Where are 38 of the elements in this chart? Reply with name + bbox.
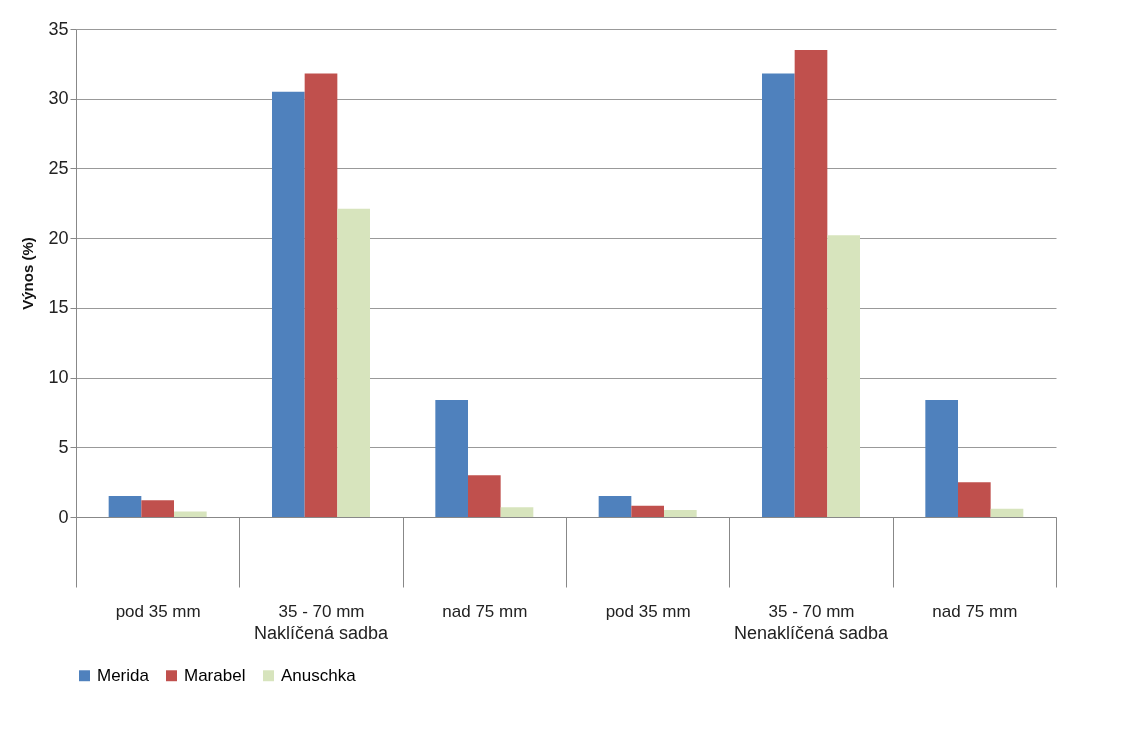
text: Nenaklíčená sadba <box>733 623 890 643</box>
bar <box>337 208 370 517</box>
bar <box>762 73 795 517</box>
y-tick-label: 35 <box>48 18 69 39</box>
x-tick-label: nad 75 mm <box>932 601 1018 621</box>
x-tick-label: pod 35 mm <box>605 601 691 621</box>
bar <box>631 505 664 517</box>
bar <box>827 235 860 517</box>
y-tick-label: 20 <box>48 227 69 248</box>
bar <box>958 482 991 517</box>
x-tick-label: pod 35 mm <box>115 601 201 621</box>
x-tick-label: 35 - 70 mm <box>278 601 365 621</box>
bar <box>794 49 828 517</box>
bar <box>925 399 958 517</box>
y-tick-label: 10 <box>48 367 69 388</box>
bar <box>500 507 534 517</box>
bar <box>664 510 697 517</box>
x-tick-label: 35 - 70 mm <box>768 601 855 621</box>
y-tick-label: 0 <box>58 506 69 527</box>
y-tick-label: 5 <box>58 436 69 457</box>
bar <box>598 496 632 517</box>
y-tick-label: 25 <box>48 157 69 178</box>
bar <box>435 399 468 517</box>
x-tick-label: nad 75 mm <box>442 601 528 621</box>
bar <box>272 91 305 517</box>
bar <box>468 475 501 517</box>
bar <box>174 511 207 517</box>
legend-label: Merida <box>97 665 150 685</box>
text: Naklíčená sadba <box>253 623 390 643</box>
y-tick-label: 30 <box>48 88 69 109</box>
bar <box>304 73 338 517</box>
legend-label: Marabel <box>184 665 246 685</box>
y-tick-label: 15 <box>48 297 69 318</box>
y-axis-title: Výnos (%) <box>19 237 37 310</box>
bar <box>108 496 142 517</box>
bar <box>141 500 174 517</box>
bar <box>990 508 1024 517</box>
legend-label: Anuschka <box>281 665 357 685</box>
